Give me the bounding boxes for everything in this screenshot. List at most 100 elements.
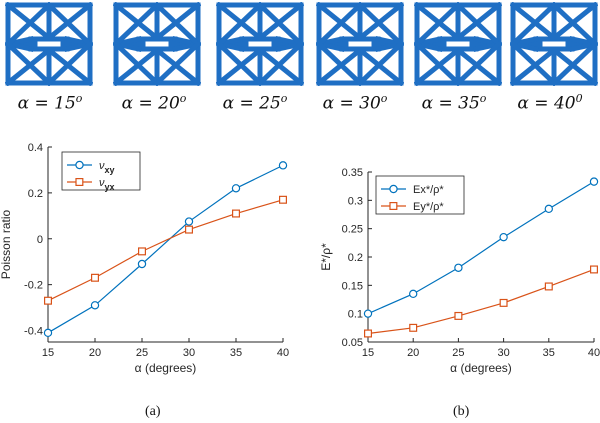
data-point <box>231 184 241 193</box>
lattice-strut <box>216 2 264 48</box>
y-tick-label: -0.4 <box>24 326 43 338</box>
y-tick-label: 0 <box>37 234 43 246</box>
y-tick-label: 0.4 <box>28 142 43 154</box>
alpha-label-40: α = 400 <box>517 92 583 114</box>
x-tick-label: 25 <box>136 347 148 359</box>
alpha-label-35: α = 35o <box>421 92 487 114</box>
data-point <box>409 323 418 332</box>
x-tick-label: 40 <box>588 347 600 359</box>
alpha-label-25: α = 25o <box>222 92 288 114</box>
data-point <box>232 209 241 218</box>
data-point <box>589 265 598 274</box>
legend-label: Ey*/ρ* <box>413 201 444 213</box>
x-tick-label: 20 <box>89 347 101 359</box>
caption-a: (a) <box>145 404 161 419</box>
lattice-strut <box>414 40 462 86</box>
legend-label: νxy <box>99 160 115 175</box>
lattice-strut <box>510 40 558 86</box>
data-point <box>589 177 599 186</box>
lattice-strut <box>550 2 598 48</box>
data-point <box>363 309 373 318</box>
data-point <box>499 298 508 307</box>
lattice-strut <box>316 40 364 86</box>
lattice-strut <box>113 40 161 86</box>
lattice-image-25 <box>216 2 304 86</box>
y-tick-label: 0.1 <box>348 309 363 321</box>
lattice-strut <box>5 2 53 48</box>
data-point <box>364 329 373 338</box>
data-point <box>278 161 288 170</box>
lattice-strut <box>550 40 598 86</box>
lattice-strut <box>414 2 462 48</box>
lattice-strut <box>45 40 93 86</box>
legend-marker <box>75 178 84 187</box>
lattice-strut <box>356 40 404 86</box>
data-point <box>184 217 194 226</box>
lattice-strut <box>256 2 304 48</box>
legend-label: νyx <box>99 177 115 192</box>
data-point <box>544 204 554 214</box>
alpha-label-30: α = 30o <box>322 92 388 114</box>
x-tick-label: 15 <box>362 347 374 359</box>
series-line-1 <box>47 199 284 302</box>
lattice-strut <box>256 40 304 86</box>
y-tick-label: 0.05 <box>342 337 363 349</box>
y-tick-label: 0.2 <box>28 188 43 200</box>
lattice-strut <box>216 40 264 86</box>
data-point <box>499 232 508 242</box>
lattice-strut <box>5 40 53 86</box>
x-tick-label: 40 <box>277 347 289 359</box>
data-point <box>544 282 553 291</box>
y-axis-label: Poisson ratio <box>0 209 13 279</box>
data-point <box>90 273 99 282</box>
data-point <box>409 289 418 299</box>
lattice-image-30 <box>316 2 404 86</box>
data-point <box>138 247 147 256</box>
lattice-image-15 <box>5 2 93 86</box>
data-point <box>43 296 52 305</box>
x-tick-label: 25 <box>452 347 464 359</box>
lattice-image-40 <box>510 2 598 86</box>
lattice-strut <box>316 2 364 48</box>
lattice-strut <box>153 2 201 48</box>
x-axis-label: α (degrees) <box>450 361 512 375</box>
y-tick-label: 0.3 <box>348 195 363 207</box>
alpha-label-20: α = 20o <box>121 92 187 114</box>
data-point <box>454 311 463 320</box>
lattice-strut <box>356 2 404 48</box>
lattice-strut <box>45 2 93 48</box>
legend-marker <box>75 160 84 170</box>
data-point <box>137 259 147 269</box>
legend-marker <box>389 202 398 211</box>
y-tick-label: 0.25 <box>342 224 363 236</box>
y-tick-label: 0.15 <box>342 280 363 292</box>
y-tick-label: 0.2 <box>348 252 363 264</box>
lattice-strut <box>454 40 502 86</box>
x-axis-label: α (degrees) <box>135 361 197 375</box>
poisson-ratio-chart: 15 20 25 30 35 40 -0.4 -0.2 0 0.2 0.4 α (degrees) Po… <box>0 142 289 375</box>
series-line-1 <box>367 268 595 335</box>
x-tick-label: 35 <box>543 347 555 359</box>
series-line-0 <box>47 164 284 334</box>
lattice-strut <box>153 40 201 86</box>
stiffness-chart: 15 20 25 30 35 40 0.05 0.1 0.15 0.2 0.25 0.3 0.35 α (… <box>319 167 600 375</box>
data-point <box>90 301 100 310</box>
x-tick-label: 20 <box>407 347 419 359</box>
y-tick-label: 0.35 <box>342 167 363 179</box>
data-point <box>43 328 53 338</box>
x-tick-label: 30 <box>183 347 195 359</box>
y-axis-label: E*/ρ* <box>319 243 333 271</box>
lattice-strut <box>510 2 558 48</box>
y-tick-label: -0.2 <box>24 280 43 292</box>
x-tick-label: 30 <box>497 347 509 359</box>
series-line-0 <box>367 181 595 315</box>
caption-b: (b) <box>453 404 470 419</box>
x-tick-label: 35 <box>230 347 242 359</box>
lattice-strut <box>113 2 161 48</box>
legend <box>61 151 141 191</box>
x-tick-label: 15 <box>42 347 54 359</box>
lattice-images-row <box>0 0 600 90</box>
data-point <box>279 195 288 204</box>
legend-marker <box>389 184 398 194</box>
data-point <box>185 225 194 234</box>
